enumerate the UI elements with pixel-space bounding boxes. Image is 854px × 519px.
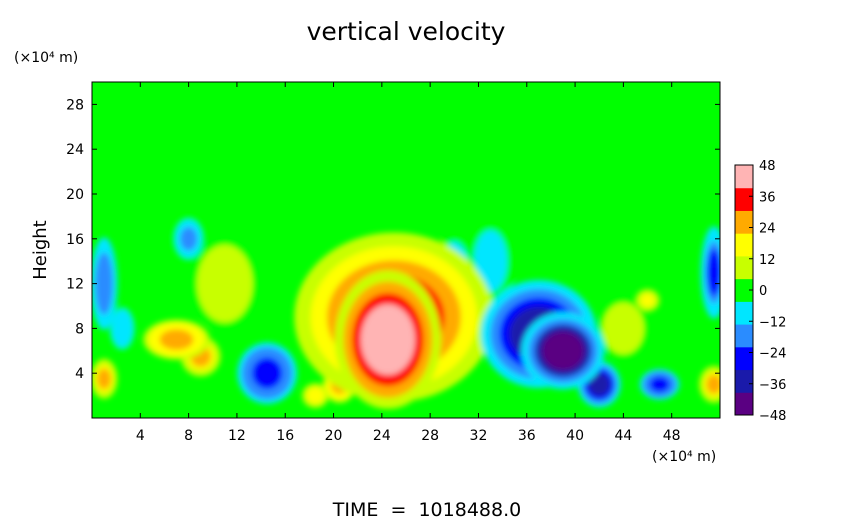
- x-tick-label: 24: [373, 428, 391, 444]
- colorbar-segment: [735, 187, 753, 211]
- heatmap-blob: [706, 375, 720, 394]
- colorbar-tick-label: 12: [759, 253, 776, 268]
- x-tick-label: 16: [276, 428, 294, 444]
- x-tick-label: 12: [228, 428, 246, 444]
- chart-title: vertical velocity: [307, 17, 506, 46]
- x-tick-label: 4: [136, 428, 145, 444]
- heatmap-field: [92, 82, 720, 418]
- y-tick-label: 16: [66, 232, 84, 248]
- colorbar-tick-label: 24: [759, 222, 776, 237]
- x-tick-label: 20: [325, 428, 343, 444]
- y-tick-label: 4: [75, 366, 84, 382]
- y-axis-unit: (×10⁴ m): [14, 50, 78, 66]
- x-tick-label: 36: [518, 428, 536, 444]
- colorbar-segment: [735, 392, 753, 416]
- heatmap-blob: [360, 304, 415, 375]
- heatmap-blob: [251, 357, 283, 389]
- heatmap-blob: [640, 294, 655, 307]
- colorbar-tick-label: −12: [759, 315, 786, 330]
- plot-frame: [91, 81, 721, 419]
- colorbar-tick-label: −48: [759, 409, 786, 424]
- heatmap-blob: [97, 260, 111, 308]
- y-axis-label: Height: [30, 220, 51, 280]
- colorbar-segment: [735, 369, 753, 393]
- colorbar-tick-label: 0: [759, 284, 767, 299]
- y-axis-ticks: 4 8 12 16 20 24 28: [66, 97, 720, 382]
- heatmap-blob: [180, 227, 198, 251]
- y-tick-label: 20: [66, 187, 84, 203]
- colorbar-segment: [735, 210, 753, 234]
- heatmap-blob: [97, 368, 111, 389]
- heatmap-features: [92, 215, 720, 409]
- heatmap-blob: [541, 331, 585, 371]
- colorbar-segment: [735, 346, 753, 371]
- x-tick-label: 48: [663, 428, 681, 444]
- y-tick-label: 12: [66, 277, 84, 293]
- heatmap-blob: [159, 329, 194, 350]
- colorbar-segment: [735, 301, 753, 325]
- x-tick-label: 28: [421, 428, 439, 444]
- colorbar-tick-label: 48: [759, 159, 776, 174]
- heatmap-blob: [588, 372, 611, 397]
- colorbar-tick-label: −36: [759, 378, 786, 393]
- heatmap-blob: [649, 376, 670, 393]
- colorbar-segment: [735, 165, 753, 189]
- x-tick-label: 40: [566, 428, 584, 444]
- colorbar-segment: [735, 233, 753, 257]
- y-tick-label: 28: [66, 97, 84, 113]
- y-tick-label: 24: [66, 142, 84, 158]
- heatmap-blob: [707, 248, 720, 296]
- heatmap-background-upper: [92, 82, 720, 202]
- x-axis-ticks: 4 8 12 16 20 24 28 32 36 40 44 48: [136, 82, 681, 444]
- colorbar-segment: [735, 278, 753, 302]
- heatmap-blob: [610, 312, 637, 345]
- heatmap-blob: [477, 237, 504, 285]
- heatmap-blob: [115, 316, 129, 341]
- heatmap-blob: [308, 389, 323, 402]
- x-tick-label: 44: [614, 428, 632, 444]
- x-tick-label: 32: [470, 428, 488, 444]
- heatmap-blob: [207, 260, 242, 308]
- colorbar-segment: [735, 324, 753, 348]
- colorbar-tick-label: −24: [759, 347, 786, 362]
- x-tick-label: 8: [184, 428, 193, 444]
- y-tick-label: 8: [75, 321, 84, 337]
- time-readout: TIME = 1018488.0: [332, 499, 521, 519]
- x-axis-unit: (×10⁴ m): [652, 449, 716, 465]
- colorbar-tick-label: 36: [759, 190, 776, 205]
- colorbar: 48 36 24 12 0 −12 −24 −36 −48: [734, 159, 786, 424]
- colorbar-segment: [735, 255, 753, 280]
